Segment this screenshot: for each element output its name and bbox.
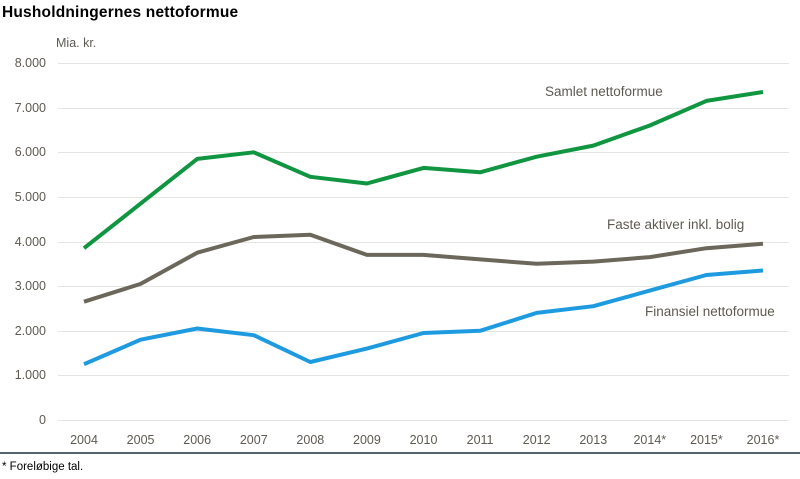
x-axis-tick-label: 2010: [409, 433, 438, 447]
footnote: * Foreløbige tal.: [2, 461, 84, 473]
series-line-faste-aktiver-inkl-bolig: [83, 232, 764, 304]
divider-line: [0, 452, 800, 454]
y-axis-tick-label: 1.000: [14, 368, 46, 383]
series-line-finansiel-nettoformue: [83, 268, 764, 367]
x-axis-tick-label: 2011: [466, 433, 494, 447]
x-axis-labels: 2004 2005 2006 2007 2008 2009 2010 2011 2012 2013…: [58, 433, 789, 449]
x-axis-tick-label: 2013: [579, 433, 608, 447]
y-axis-tick-label: 8.000: [14, 56, 46, 70]
x-axis-tick-label: 2016*: [746, 433, 780, 447]
gridline: [58, 241, 789, 243]
y-axis-tick-label: 6.000: [14, 145, 46, 160]
plot-area: Samlet nettoformue Faste aktiver inkl. bo…: [58, 63, 789, 420]
x-axis-tick-label: 2006: [183, 433, 212, 447]
y-axis-tick-label: 4.000: [14, 234, 46, 249]
x-axis-tick-label: 2014*: [633, 433, 667, 447]
gridline: [58, 286, 789, 288]
x-axis-tick-label: 2007: [239, 433, 268, 447]
series-label: Faste aktiver inkl. bolig: [607, 217, 745, 232]
x-axis-tick-label: 2012: [522, 433, 551, 447]
x-axis-tick-label: 2009: [353, 433, 381, 447]
y-axis-tick-label: 2.000: [14, 323, 46, 338]
y-axis-tick-label: 3.000: [14, 279, 46, 294]
series-lines-svg: [82, 90, 764, 367]
gridline: [58, 107, 789, 109]
gridline: [58, 420, 789, 421]
gridline: [58, 152, 789, 154]
series-line-samlet-nettoformue: [82, 90, 764, 250]
series-label: Finansiel nettoformue: [645, 304, 775, 319]
y-axis-tick-label: 0: [39, 413, 46, 427]
gridline: [58, 63, 789, 64]
gridline: [58, 375, 789, 377]
y-axis-tick-label: 5.000: [14, 189, 46, 204]
series-label: Samlet nettoformue: [545, 84, 663, 99]
x-axis-tick-label: 2004: [70, 433, 98, 447]
x-axis-tick-label: 2015*: [690, 433, 723, 447]
x-axis-tick-label: 2008: [296, 433, 325, 447]
chart-title: Husholdningernes nettoformue: [2, 4, 239, 21]
y-axis-unit-label: Mia. kr.: [56, 36, 97, 50]
gridline: [58, 196, 789, 198]
x-axis-tick-label: 2005: [126, 433, 155, 447]
y-axis-tick-label: 7.000: [14, 100, 46, 115]
